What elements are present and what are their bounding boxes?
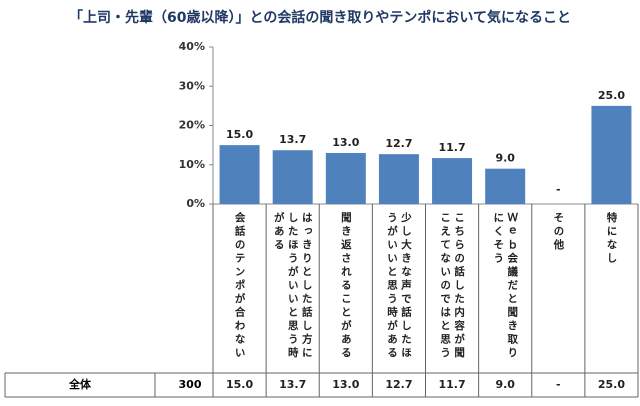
x-tick-label: 特になし (605, 212, 618, 266)
table-value: 25.0 (598, 378, 625, 391)
table-value: - (556, 378, 561, 391)
table-value: 13.7 (279, 378, 306, 391)
y-tick-label: 10% (179, 158, 205, 171)
bar (325, 152, 366, 204)
y-tick-label: 40% (179, 40, 205, 53)
value-label: - (556, 183, 561, 196)
table-value: 15.0 (226, 378, 253, 391)
row-n: 300 (179, 378, 202, 391)
table-value: 13.0 (332, 378, 359, 391)
x-tick-label: その他 (552, 212, 565, 253)
table-value: 11.7 (438, 378, 465, 391)
value-label: 13.0 (332, 136, 359, 149)
chart-title: 「上司・先輩（60歳以降）」との会話の聞き取りやテンポにおいて気になること (69, 9, 571, 26)
y-tick-label: 20% (179, 119, 205, 132)
bar (219, 145, 260, 204)
value-label: 15.0 (226, 128, 253, 141)
bar (432, 158, 473, 204)
bar (591, 105, 632, 204)
x-tick-label: こちらの話した内容が聞こえてないのではと思う (439, 212, 466, 361)
y-tick-label: 0% (186, 197, 205, 210)
bar (272, 150, 313, 204)
x-tick-label: 聞き返されることがある (339, 212, 352, 361)
x-tick-label: 会話のテンポが合わない (233, 212, 246, 361)
bar (378, 154, 419, 204)
value-label: 9.0 (495, 152, 515, 165)
x-tick-label: はっきりとした話し方にしたほうがいいと思う時がある (272, 212, 313, 361)
bar (485, 168, 526, 204)
y-tick-label: 30% (179, 79, 205, 92)
value-label: 25.0 (598, 89, 625, 102)
value-label: 12.7 (385, 137, 412, 150)
x-tick-label: 少し大きな声で話したほうがいいと思う時がある (385, 212, 412, 361)
row-label: 全体 (68, 377, 92, 391)
table-value: 9.0 (495, 378, 515, 391)
value-label: 11.7 (438, 141, 465, 154)
value-label: 13.7 (279, 133, 306, 146)
x-tick-label: Ｗｅｂ会議だと聞き取りにくそう (492, 212, 519, 361)
table-value: 12.7 (385, 378, 412, 391)
